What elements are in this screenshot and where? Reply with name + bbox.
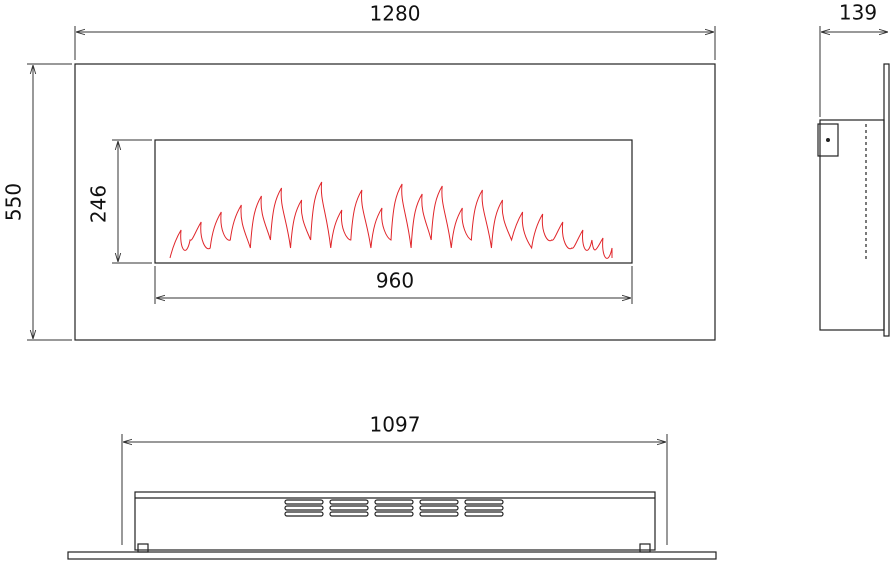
vent-slot bbox=[329, 499, 369, 505]
dimension-label: 139 bbox=[839, 1, 877, 25]
vent-slot bbox=[464, 505, 504, 511]
dimension-label: 1280 bbox=[370, 2, 421, 26]
dimension-label: 1097 bbox=[370, 413, 421, 437]
side-panel bbox=[883, 63, 890, 337]
dimension-label: 550 bbox=[2, 183, 26, 221]
foot bbox=[137, 543, 149, 553]
bottom-view: 1097 bbox=[67, 413, 717, 560]
vent-slot bbox=[329, 505, 369, 511]
bracket bbox=[817, 123, 839, 157]
side-body bbox=[819, 119, 885, 331]
vent-slot bbox=[284, 499, 324, 505]
vent-slot bbox=[419, 499, 459, 505]
foot bbox=[639, 543, 651, 553]
dimension-label: 960 bbox=[376, 269, 414, 293]
dimension-label: 246 bbox=[87, 185, 111, 223]
screw bbox=[826, 138, 830, 142]
vent-slot bbox=[464, 499, 504, 505]
vent-slot bbox=[284, 511, 324, 517]
bottom-body bbox=[134, 491, 656, 551]
flames bbox=[169, 181, 613, 259]
front-frame bbox=[74, 63, 716, 341]
vent-slot bbox=[329, 511, 369, 517]
base-plate bbox=[67, 551, 717, 560]
vent-slot bbox=[419, 505, 459, 511]
vents bbox=[284, 499, 504, 517]
front-view: 1280 550 246 960 bbox=[2, 2, 716, 341]
window bbox=[154, 139, 633, 264]
vent-slot bbox=[374, 499, 414, 505]
vent-slot bbox=[374, 505, 414, 511]
vent-slot bbox=[464, 511, 504, 517]
vent-slot bbox=[374, 511, 414, 517]
vent-slot bbox=[419, 511, 459, 517]
vent-slot bbox=[284, 505, 324, 511]
side-view: 139 bbox=[817, 1, 890, 337]
